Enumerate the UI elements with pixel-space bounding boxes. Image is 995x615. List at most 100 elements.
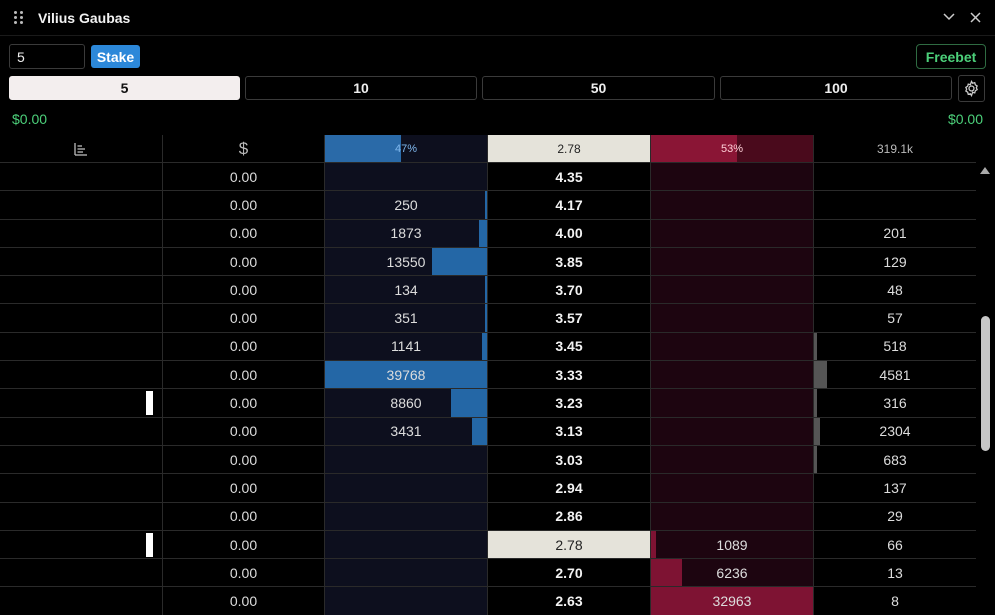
position-cell[interactable] bbox=[0, 502, 163, 531]
lay-cell[interactable]: 1089 bbox=[651, 530, 814, 560]
pl-cell: 0.00 bbox=[163, 191, 325, 220]
position-cell[interactable] bbox=[0, 587, 163, 615]
back-cell[interactable] bbox=[325, 530, 488, 560]
back-depth-bar bbox=[472, 417, 487, 445]
back-cell[interactable]: 134 bbox=[325, 276, 488, 305]
pl-cell: 0.00 bbox=[163, 247, 325, 277]
pl-cell: 0.00 bbox=[163, 219, 325, 248]
bar-chart-icon[interactable] bbox=[0, 135, 163, 163]
back-cell[interactable]: 13550 bbox=[325, 247, 488, 277]
position-cell[interactable] bbox=[0, 163, 163, 192]
position-cell[interactable] bbox=[0, 389, 163, 418]
stake-input[interactable] bbox=[9, 44, 85, 69]
lay-cell[interactable] bbox=[651, 191, 814, 220]
back-cell[interactable] bbox=[325, 474, 488, 503]
lay-depth-bar bbox=[651, 530, 656, 559]
lay-cell[interactable] bbox=[651, 474, 814, 503]
lay-cell[interactable] bbox=[651, 219, 814, 248]
price-cell: 2.70 bbox=[488, 559, 651, 588]
back-cell[interactable] bbox=[325, 163, 488, 192]
lay-cell[interactable] bbox=[651, 389, 814, 418]
back-cell[interactable]: 3431 bbox=[325, 417, 488, 446]
back-cell[interactable]: 250 bbox=[325, 191, 488, 220]
scrollbar-thumb[interactable] bbox=[981, 316, 990, 451]
price-ladder: $ 47% 2.78 53% 319.1k 0.00 4.35 0.00 250 4.1… bbox=[0, 135, 976, 615]
preset-button-10[interactable]: 10 bbox=[245, 76, 477, 100]
lay-cell[interactable] bbox=[651, 163, 814, 192]
ladder-row: 0.00 39768 3.33 4581 bbox=[0, 361, 976, 390]
back-cell[interactable] bbox=[325, 502, 488, 531]
price-cell: 4.00 bbox=[488, 219, 651, 248]
freebet-button[interactable]: Freebet bbox=[916, 44, 986, 69]
price-cell: 4.17 bbox=[488, 191, 651, 220]
close-icon[interactable] bbox=[966, 8, 984, 26]
back-cell[interactable]: 39768 bbox=[325, 361, 488, 390]
volume-cell bbox=[814, 191, 976, 220]
price-cell: 3.70 bbox=[488, 276, 651, 305]
lay-percent: 53% bbox=[720, 142, 744, 155]
lay-cell[interactable]: 32963 bbox=[651, 587, 814, 615]
volume-bar bbox=[814, 445, 818, 474]
preset-button-50[interactable]: 50 bbox=[482, 76, 715, 100]
chevron-down-icon[interactable] bbox=[940, 8, 958, 26]
position-cell[interactable] bbox=[0, 361, 163, 390]
position-cell[interactable] bbox=[0, 332, 163, 362]
lay-cell[interactable] bbox=[651, 247, 814, 277]
volume-cell: 683 bbox=[814, 445, 976, 475]
volume-cell: 4581 bbox=[814, 361, 976, 390]
back-percent: 47% bbox=[394, 142, 418, 155]
lay-cell[interactable]: 6236 bbox=[651, 559, 814, 588]
position-cell[interactable] bbox=[0, 219, 163, 248]
lay-cell[interactable] bbox=[651, 445, 814, 475]
back-cell[interactable]: 1141 bbox=[325, 332, 488, 362]
position-cell[interactable] bbox=[0, 247, 163, 277]
back-cell[interactable] bbox=[325, 587, 488, 615]
back-cell[interactable]: 8860 bbox=[325, 389, 488, 418]
position-marker bbox=[146, 391, 153, 416]
pl-cell: 0.00 bbox=[163, 445, 325, 475]
pl-cell: 0.00 bbox=[163, 361, 325, 390]
pl-cell: 0.00 bbox=[163, 389, 325, 418]
volume-cell: 29 bbox=[814, 503, 976, 531]
preset-button-5[interactable]: 5 bbox=[9, 76, 240, 100]
lay-cell[interactable] bbox=[651, 361, 814, 390]
back-cell[interactable] bbox=[325, 445, 488, 475]
position-cell[interactable] bbox=[0, 445, 163, 475]
ladder-rows: 0.00 4.35 0.00 250 4.17 0.00 1873 4.00 201 0.00 13… bbox=[0, 163, 976, 615]
lay-cell[interactable] bbox=[651, 304, 814, 333]
gear-icon[interactable] bbox=[958, 75, 985, 102]
price-cell: 3.45 bbox=[488, 332, 651, 362]
position-cell[interactable] bbox=[0, 559, 163, 588]
lay-cell[interactable] bbox=[651, 276, 814, 305]
drag-handle-icon[interactable] bbox=[14, 11, 24, 24]
ladder-row: 0.00 8860 3.23 316 bbox=[0, 389, 976, 418]
last-price-header: 2.78 bbox=[488, 135, 651, 163]
back-cell[interactable] bbox=[325, 559, 488, 588]
position-cell[interactable] bbox=[0, 304, 163, 333]
back-cell[interactable]: 351 bbox=[325, 304, 488, 333]
pl-cell: 0.00 bbox=[163, 417, 325, 446]
volume-cell: 66 bbox=[814, 531, 976, 560]
position-cell[interactable] bbox=[0, 191, 163, 220]
stake-button[interactable]: Stake bbox=[91, 45, 140, 68]
back-header: 47% bbox=[325, 135, 488, 163]
lay-cell[interactable] bbox=[651, 502, 814, 531]
back-depth-bar bbox=[451, 389, 487, 417]
lay-percent-bar bbox=[651, 135, 737, 162]
back-cell[interactable]: 1873 bbox=[325, 219, 488, 248]
scroll-up-arrow-icon[interactable] bbox=[980, 167, 990, 174]
price-cell: 3.33 bbox=[488, 361, 651, 390]
price-cell: 3.03 bbox=[488, 445, 651, 475]
preset-button-100[interactable]: 100 bbox=[720, 76, 952, 100]
ladder-row: 0.00 2.78 1089 66 bbox=[0, 530, 976, 560]
position-cell[interactable] bbox=[0, 474, 163, 503]
ladder-row: 0.00 3431 3.13 2304 bbox=[0, 417, 976, 446]
position-cell[interactable] bbox=[0, 276, 163, 305]
position-cell[interactable] bbox=[0, 530, 163, 560]
back-depth-bar bbox=[485, 304, 487, 332]
lay-cell[interactable] bbox=[651, 417, 814, 446]
price-cell: 3.23 bbox=[488, 389, 651, 418]
position-cell[interactable] bbox=[0, 417, 163, 446]
volume-cell: 48 bbox=[814, 276, 976, 305]
lay-cell[interactable] bbox=[651, 332, 814, 362]
